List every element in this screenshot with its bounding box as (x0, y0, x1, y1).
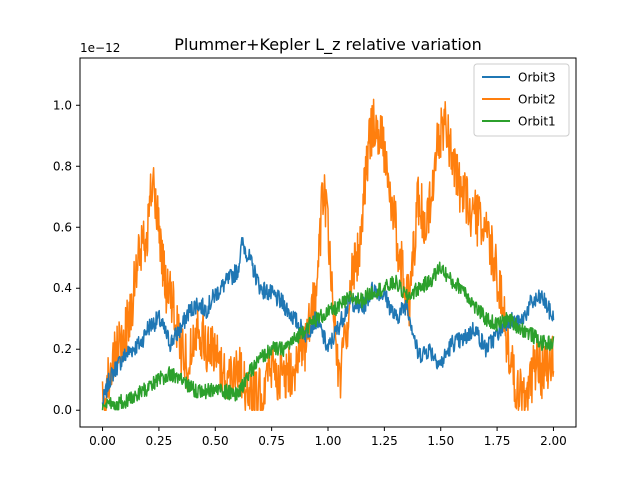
x-tick-label: 1.50 (427, 434, 454, 448)
x-tick-label: 0.25 (146, 434, 173, 448)
y-tick-label: 0.4 (53, 281, 72, 295)
y-tick-label: 0.0 (53, 403, 72, 417)
legend-label: Orbit3 (518, 71, 556, 85)
y-tick-label: 0.2 (53, 342, 72, 356)
y-scale-label: 1e−12 (80, 41, 120, 55)
x-tick-label: 1.75 (484, 434, 511, 448)
y-tick-label: 0.8 (53, 159, 72, 173)
y-tick-label: 0.6 (53, 220, 72, 234)
x-tick-label: 1.25 (371, 434, 398, 448)
y-tick-label: 1.0 (53, 98, 72, 112)
chart-title: Plummer+Kepler L_z relative variation (174, 35, 481, 55)
legend-label: Orbit2 (518, 93, 556, 107)
legend: Orbit3 Orbit2 Orbit1 (474, 64, 569, 136)
legend-label: Orbit1 (518, 115, 556, 129)
x-tick-label: 0.50 (202, 434, 229, 448)
x-tick-label: 1.00 (315, 434, 342, 448)
x-tick-label: 0.75 (258, 434, 285, 448)
x-tick-label: 2.00 (540, 434, 567, 448)
x-tick-label: 0.00 (89, 434, 116, 448)
